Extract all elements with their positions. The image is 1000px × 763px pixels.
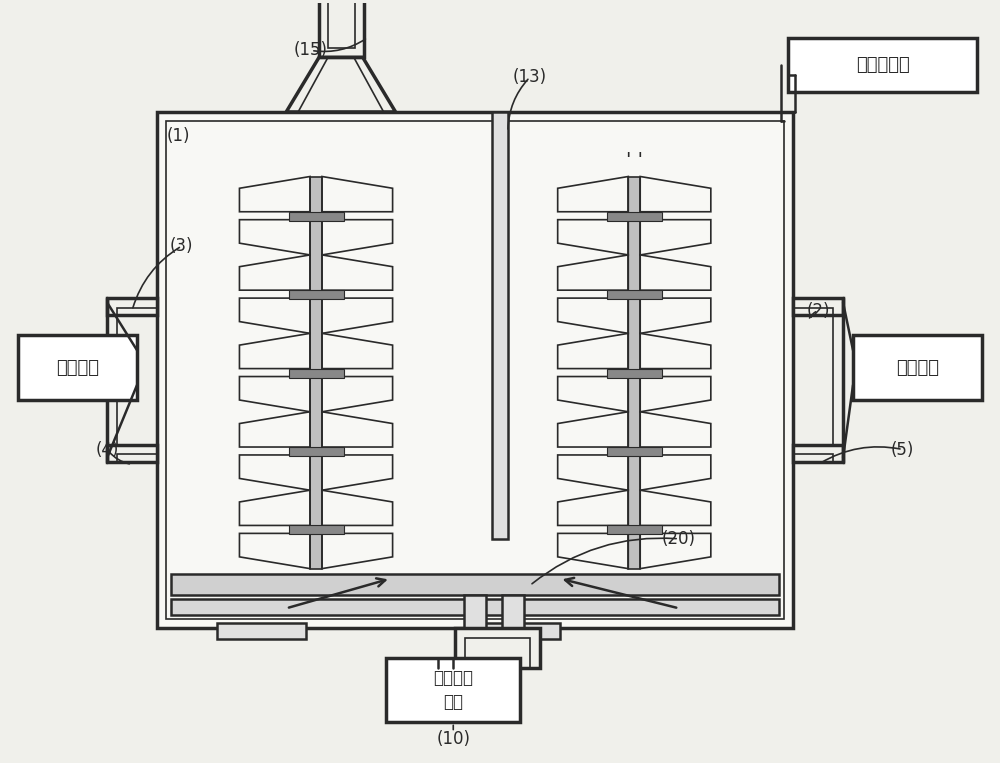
Bar <box>217 623 306 639</box>
Bar <box>628 176 640 568</box>
Text: (10): (10) <box>436 730 470 749</box>
Bar <box>171 600 779 615</box>
Text: (4): (4) <box>96 440 119 459</box>
Text: (1): (1) <box>167 127 190 145</box>
Bar <box>853 336 982 400</box>
Text: (5): (5) <box>891 440 914 459</box>
Bar <box>607 526 662 534</box>
Bar <box>464 595 486 628</box>
Bar <box>117 307 157 315</box>
Text: 偏置高频
电源: 偏置高频 电源 <box>433 669 473 711</box>
Bar <box>607 212 662 221</box>
Bar <box>107 298 157 315</box>
Text: (15): (15) <box>294 41 328 60</box>
Bar <box>607 369 662 378</box>
Bar <box>470 623 560 639</box>
Text: 等离子气体: 等离子气体 <box>856 56 910 74</box>
Bar <box>319 0 364 57</box>
Bar <box>289 526 344 534</box>
Bar <box>793 307 833 315</box>
Text: (2): (2) <box>806 301 830 320</box>
Text: ' ': ' ' <box>626 150 643 169</box>
Bar <box>556 176 713 568</box>
Bar <box>502 595 524 628</box>
Text: (20): (20) <box>662 530 696 548</box>
Bar <box>328 0 355 48</box>
Bar <box>289 369 344 378</box>
Bar <box>289 447 344 456</box>
Text: (3): (3) <box>170 237 194 255</box>
Text: 脉冲电源: 脉冲电源 <box>56 359 99 377</box>
Bar <box>117 455 157 462</box>
Bar <box>492 112 508 539</box>
Bar <box>107 445 157 462</box>
Text: 直流电源: 直流电源 <box>896 359 939 377</box>
Bar <box>289 212 344 221</box>
Bar <box>793 298 843 315</box>
Bar <box>237 176 395 568</box>
Bar <box>465 638 530 668</box>
Bar <box>171 574 779 595</box>
Bar <box>18 336 137 400</box>
Bar <box>157 112 793 628</box>
Bar <box>607 290 662 299</box>
Bar <box>793 455 833 462</box>
Bar <box>793 445 843 462</box>
Bar <box>166 121 784 620</box>
Bar <box>607 447 662 456</box>
Bar <box>386 658 520 723</box>
Bar <box>310 176 322 568</box>
Bar <box>788 37 977 92</box>
Text: (13): (13) <box>513 68 547 86</box>
Bar <box>289 290 344 299</box>
Bar <box>455 628 540 668</box>
